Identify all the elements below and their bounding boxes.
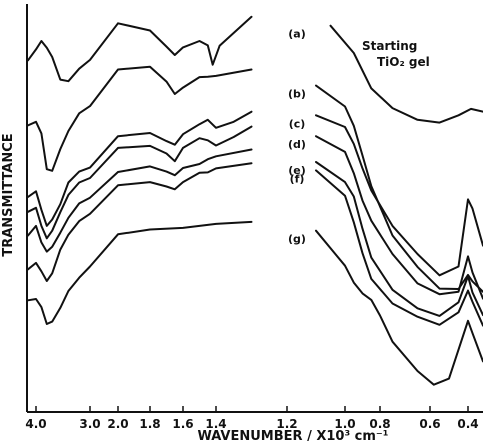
x-tick-label-9: 0.6	[419, 417, 440, 431]
series-label-3: (d)	[288, 138, 306, 151]
x-tick-label-0: 4.0	[25, 417, 46, 431]
x-tick-label-10: 0.4	[457, 417, 478, 431]
x-axis-label: WAVENUMBER / X10³ cm⁻¹	[198, 429, 389, 443]
series-6-line-2	[315, 229, 483, 386]
x-tick-label-1: 3.0	[79, 417, 100, 431]
series-0	[27, 15, 483, 124]
series-4-line-2	[315, 161, 483, 317]
series-6	[27, 220, 483, 386]
x-tick-label-3: 1.8	[139, 417, 160, 431]
series-2-line-1	[27, 110, 253, 227]
series-5-line-1	[27, 162, 253, 282]
series-3-line-2	[315, 135, 483, 300]
series-label-2: (c)	[289, 117, 306, 130]
series-3	[27, 125, 483, 300]
tick-labels-group: 4.0 3.0 2.0 1.8 1.6 1.4 1.2 1.0 0.8 0.6 0.4	[25, 417, 478, 431]
series-6-line-1	[27, 220, 253, 325]
series-label-6: (g)	[288, 233, 306, 246]
series-2-line-2	[315, 114, 483, 277]
x-tick-label-7: 1.0	[334, 417, 355, 431]
series-4	[27, 148, 483, 317]
series-0-line-2	[329, 24, 483, 124]
series-5-line-2	[315, 169, 483, 327]
series-label-5: (f)	[290, 172, 305, 185]
x-tick-label-8: 0.8	[369, 417, 390, 431]
series-5	[27, 162, 483, 327]
annotation-line-2: TiO₂ gel	[377, 55, 430, 69]
series-3-line-1	[27, 125, 253, 240]
series-4-line-1	[27, 148, 253, 253]
series-label-4: (e)	[288, 164, 306, 177]
series-group	[27, 15, 483, 386]
series-0-line-1	[27, 15, 253, 83]
series-label-1: (b)	[288, 88, 306, 101]
x-tick-label-6: 1.2	[276, 417, 297, 431]
series-label-0: (a)	[288, 28, 305, 41]
series-1-line-1	[27, 65, 253, 172]
x-tick-label-5: 1.4	[205, 417, 226, 431]
x-tick-label-2: 2.0	[107, 417, 128, 431]
annotation-line-1: Starting	[362, 39, 417, 53]
x-tick-label-4: 1.6	[172, 417, 193, 431]
y-axis-label: TRANSMITTANCE	[1, 133, 16, 256]
series-labels-group: (a) (b) (c) (d) (e)(f) (g)	[288, 28, 306, 246]
series-2	[27, 110, 483, 277]
